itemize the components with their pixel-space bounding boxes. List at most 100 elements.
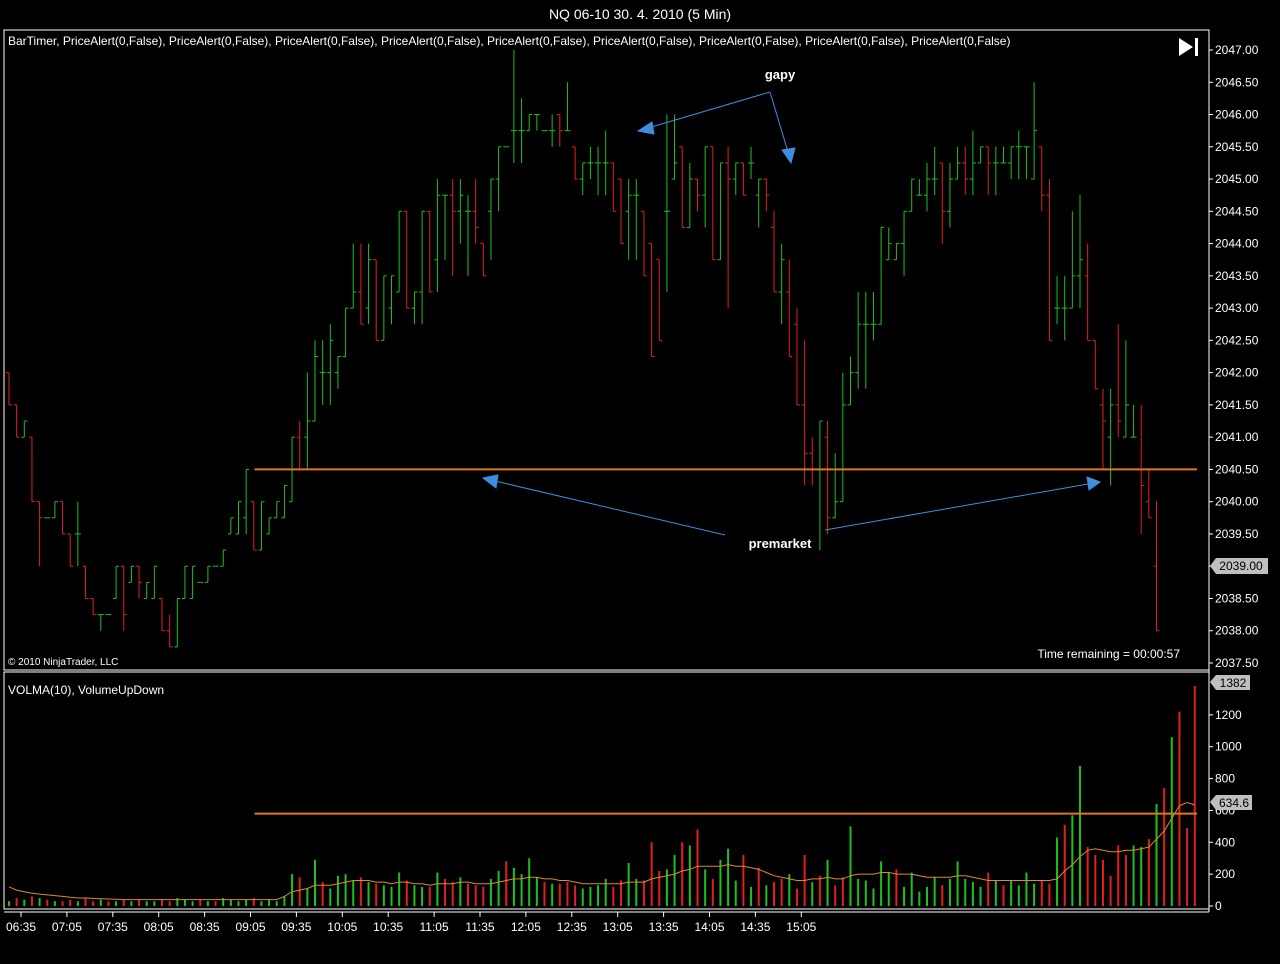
time-tick-label: 09:05 <box>235 920 265 934</box>
time-tick-label: 14:35 <box>740 920 770 934</box>
gap-arrow-right <box>769 91 789 153</box>
ohlc-bar <box>495 146 502 212</box>
time-axis: 06:35 07:05 07:35 08:05 08:35 09:05 09:35 10:05… <box>6 912 817 934</box>
ohlc-bar <box>526 114 533 132</box>
price-tick-label: 2038.00 <box>1215 624 1259 638</box>
ohlc-bar <box>771 211 777 293</box>
ohlc-bar <box>1145 469 1152 519</box>
premarket-arrow-left <box>494 480 726 536</box>
ohlc-bar <box>1061 275 1068 341</box>
ohlc-bar <box>510 50 517 163</box>
ohlc-bar <box>671 114 678 180</box>
price-tick-label: 2039.50 <box>1215 527 1259 541</box>
ohlc-bar <box>725 146 732 309</box>
volma-value: 634.6 <box>1219 796 1249 810</box>
volume-tick-label: 1000 <box>1215 740 1242 754</box>
ohlc-bar <box>97 614 104 631</box>
ohlc-bar <box>518 98 525 163</box>
price-axis: 2047.00 2046.50 2046.00 2045.50 2045.00 2044.… <box>1209 43 1259 670</box>
ohlc-bar <box>21 420 28 438</box>
ohlc-bar <box>434 179 441 292</box>
ohlc-bar <box>809 437 816 486</box>
ohlc-bar <box>801 340 808 486</box>
price-tick-label: 2037.50 <box>1215 656 1259 670</box>
skip-to-end-icon[interactable] <box>1176 36 1202 58</box>
ohlc-bar <box>342 307 349 357</box>
ohlc-bar <box>388 275 395 325</box>
ohlc-bar <box>640 210 647 277</box>
ohlc-bar <box>1092 339 1099 390</box>
time-tick-label: 09:35 <box>281 920 311 934</box>
time-tick-label: 12:05 <box>511 920 541 934</box>
ohlc-bar <box>380 275 387 341</box>
ohlc-bar <box>128 565 135 583</box>
price-tick-label: 2042.00 <box>1215 366 1259 380</box>
ohlc-bar <box>832 453 839 519</box>
ohlc-bar <box>13 404 20 438</box>
price-tick-label: 2043.00 <box>1215 301 1259 315</box>
ohlc-bar <box>227 517 234 535</box>
ohlc-bar <box>633 179 640 260</box>
ohlc-bar <box>74 501 81 567</box>
ohlc-bar <box>266 517 273 535</box>
ohlc-bar <box>67 533 74 567</box>
ohlc-bar <box>1084 243 1091 341</box>
ohlc-bar <box>319 340 326 405</box>
ohlc-bar <box>1122 340 1129 438</box>
ohlc-bar <box>1015 130 1022 180</box>
ohlc-bar <box>1000 146 1007 164</box>
ohlc-bar <box>916 179 923 196</box>
copyright-label: © 2010 NinjaTrader, LLC <box>8 657 118 668</box>
ohlc-bar <box>793 308 800 406</box>
time-tick-label: 07:35 <box>98 920 128 934</box>
ohlc-bar <box>189 565 196 599</box>
gap-arrow-left-head <box>636 121 655 135</box>
volume-tick-label: 0 <box>1215 899 1222 913</box>
ohlc-bar <box>992 146 999 196</box>
ohlc-bar <box>816 420 823 551</box>
ohlc-bar <box>250 501 257 551</box>
time-remaining-label: Time remaining = 00:00:57 <box>1037 647 1180 661</box>
last-price-badge-shape <box>1210 558 1268 574</box>
skip-bar-shape <box>1195 38 1198 56</box>
last-volume-badge-shape <box>1210 675 1250 690</box>
ohlc-bar <box>870 291 877 341</box>
ohlc-bar <box>625 179 632 260</box>
ohlc-bar <box>740 162 747 196</box>
ohlc-bar <box>480 243 487 277</box>
price-tick-label: 2046.00 <box>1215 108 1259 122</box>
ohlc-bar <box>969 130 976 196</box>
volma-badge-shape <box>1210 795 1252 810</box>
ohlc-bar <box>166 614 173 648</box>
price-alert-lines[interactable] <box>254 468 1198 815</box>
ohlc-bar <box>59 501 66 535</box>
ohlc-bar <box>82 565 89 599</box>
ohlc-bar <box>556 114 563 147</box>
annotation-arrows <box>481 91 1102 536</box>
ohlc-bar <box>243 468 250 534</box>
volume-tick-label: 200 <box>1215 867 1235 881</box>
time-tick-label: 14:05 <box>694 920 724 934</box>
ohlc-bar <box>426 210 433 293</box>
price-tick-label: 2040.50 <box>1215 462 1259 476</box>
price-tick-label: 2044.50 <box>1215 204 1259 218</box>
ohlc-bar <box>28 436 35 503</box>
ohlc-bar <box>901 210 908 276</box>
price-tick-label: 2044.00 <box>1215 237 1259 251</box>
time-tick-label: 11:35 <box>465 920 494 934</box>
ohlc-bar <box>472 179 479 244</box>
ohlc-bar <box>327 324 334 405</box>
time-tick-label: 13:05 <box>603 920 633 934</box>
time-tick-label: 10:05 <box>327 920 357 934</box>
ohlc-bar <box>258 501 265 551</box>
ohlc-bar <box>365 243 372 325</box>
ohlc-bar <box>1023 146 1030 180</box>
ohlc-bar <box>220 549 227 567</box>
time-tick-label: 10:35 <box>373 920 403 934</box>
ohlc-bar <box>885 227 892 261</box>
ohlc-bar <box>878 226 885 325</box>
ohlc-bar <box>549 114 556 147</box>
ohlc-bar <box>36 501 43 567</box>
ohlc-bar <box>572 146 579 180</box>
